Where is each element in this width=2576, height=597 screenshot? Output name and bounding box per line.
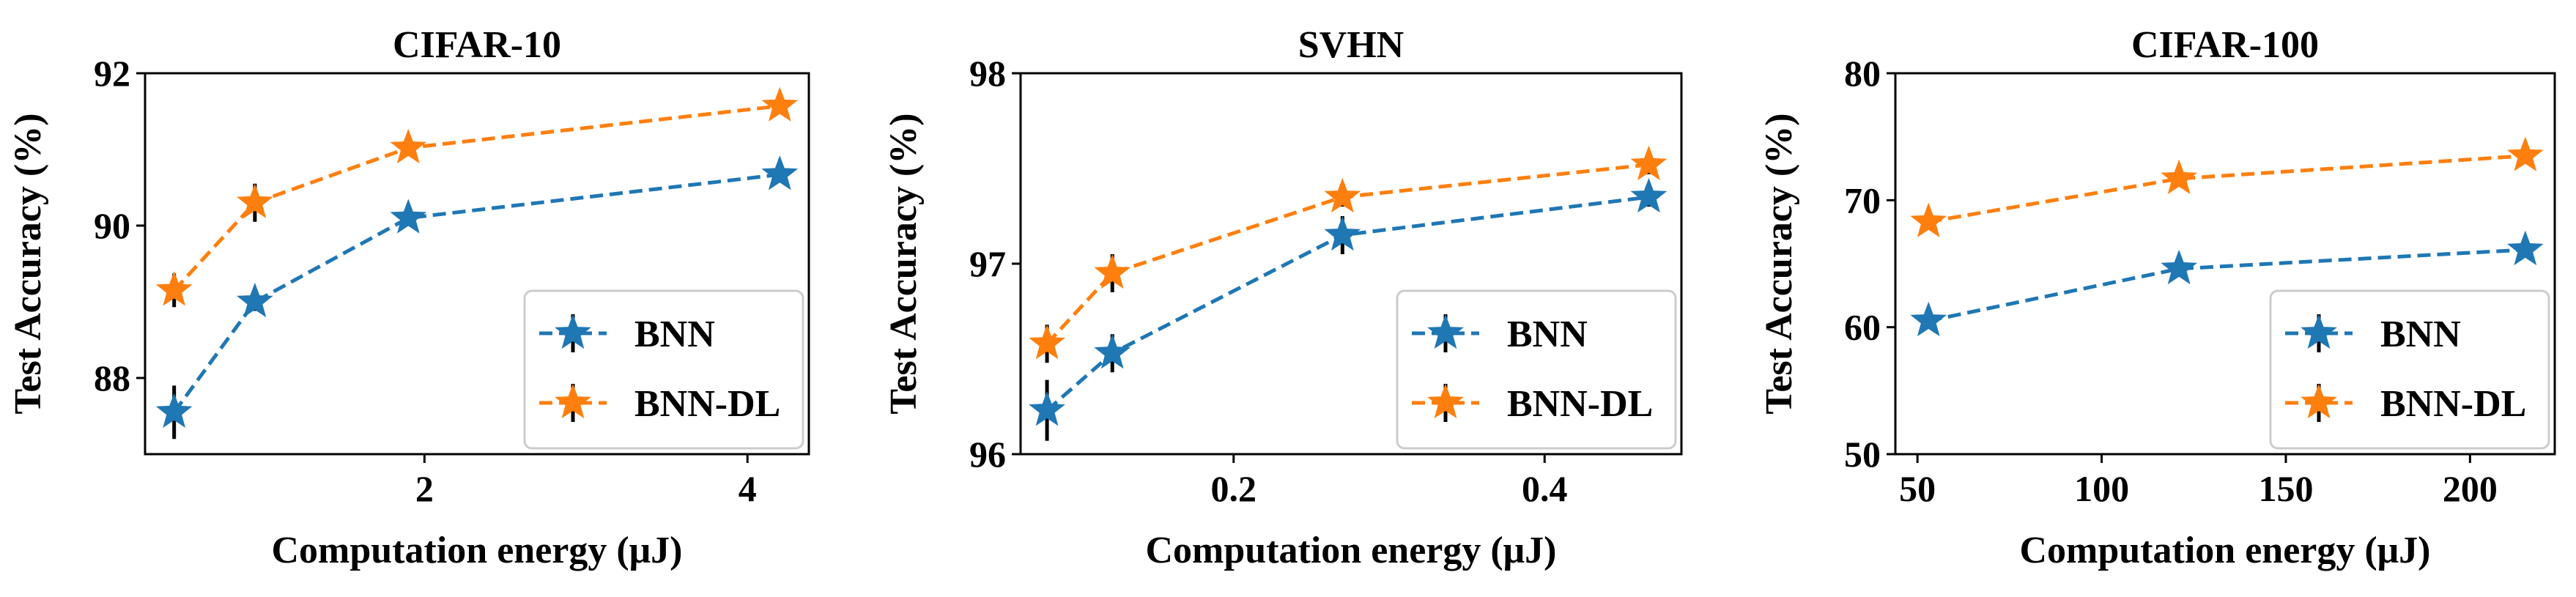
x-axis-label: Computation energy (μJ)	[272, 530, 683, 571]
x-tick-label: 200	[2443, 468, 2498, 509]
y-axis-label: Test Accuracy (%)	[7, 113, 49, 414]
legend-marker	[1427, 383, 1464, 419]
data-point	[2506, 136, 2544, 171]
legend: BNN BNN-DL	[2269, 289, 2550, 450]
legend-marker	[555, 383, 591, 419]
data-point	[2161, 159, 2198, 195]
legend-marker	[2301, 383, 2337, 419]
data-point	[155, 271, 193, 306]
x-tick-label: 50	[1899, 468, 1936, 509]
x-tick-label: 0.4	[1522, 468, 1568, 509]
x-tick-label: 4	[739, 468, 757, 509]
data-point	[1029, 325, 1065, 360]
y-tick-label: 92	[94, 53, 130, 94]
legend-label: BNN	[1507, 314, 1588, 355]
data-point	[390, 128, 427, 164]
chart-panel-1: CIFAR-10 88 90 92 2 4 Computation energy (μJ) T…	[7, 24, 810, 571]
data-point	[155, 393, 193, 428]
legend-label: BNN	[634, 314, 715, 355]
y-tick-label: 50	[1844, 434, 1881, 475]
chart-panel-3: CIFAR-100 50 60 70 80 50 100 150 200 Computation …	[1758, 24, 2556, 571]
y-tick-label: 60	[1844, 307, 1881, 348]
data-point	[2161, 249, 2198, 285]
chart-title: SVHN	[1298, 24, 1404, 66]
data-point	[1324, 215, 1361, 251]
y-tick-label: 70	[1844, 179, 1881, 220]
series-line	[1928, 248, 2525, 323]
y-tick-label: 97	[969, 243, 1006, 284]
series-bnn-dl	[1910, 136, 2544, 237]
data-point	[390, 199, 427, 234]
legend-marker	[555, 314, 591, 349]
series-bnn-dl	[155, 86, 799, 308]
series-line	[1928, 154, 2525, 224]
series-bnn	[155, 155, 799, 440]
legend-entry-bnn-dl: BNN-DL	[539, 383, 780, 425]
legend-label: BNN-DL	[2380, 383, 2526, 425]
data-point	[2506, 230, 2544, 266]
series-bnn-dl	[1029, 145, 1668, 363]
data-point	[1910, 202, 1947, 237]
x-tick-label: 150	[2258, 468, 2313, 509]
series-line	[172, 172, 780, 414]
series-bnn	[1910, 230, 2544, 337]
y-tick-label: 96	[969, 434, 1006, 475]
legend-frame	[2269, 289, 2550, 450]
series-line	[172, 104, 780, 292]
y-axis-label: Test Accuracy (%)	[1758, 113, 1800, 414]
data-point	[237, 282, 273, 318]
series-bnn	[1029, 177, 1668, 441]
data-point	[761, 155, 799, 190]
legend-marker	[2301, 314, 2337, 349]
y-tick-label: 98	[969, 53, 1006, 94]
data-point	[1910, 301, 1947, 337]
x-axis-label: Computation energy (μJ)	[1146, 530, 1557, 571]
x-tick-label: 100	[2074, 468, 2129, 509]
legend-frame	[523, 289, 804, 450]
legend: BNN BNN-DL	[1396, 289, 1677, 450]
legend-entry-bnn-dl: BNN-DL	[1412, 383, 1653, 425]
legend-label: BNN-DL	[634, 383, 780, 425]
y-axis-label: Test Accuracy (%)	[883, 113, 925, 414]
legend-frame	[1396, 289, 1677, 450]
y-tick-label: 90	[94, 205, 130, 246]
x-axis-label: Computation energy (μJ)	[2020, 530, 2431, 571]
plot-frame	[1019, 72, 1683, 456]
legend-entry-bnn: BNN	[2285, 314, 2461, 355]
y-tick-label: 88	[94, 357, 130, 398]
data-point	[237, 183, 273, 218]
data-point	[761, 86, 799, 122]
legend-label: BNN-DL	[1507, 383, 1653, 425]
chart-title: CIFAR-10	[393, 24, 561, 66]
data-point	[1630, 177, 1668, 213]
plot-frame	[144, 72, 810, 456]
x-tick-label: 2	[415, 468, 434, 509]
series-line	[1045, 163, 1649, 345]
chart-panel-2: SVHN 96 97 98 0.2 0.4 Computation energy (μJ) T…	[883, 24, 1683, 571]
legend-entry-bnn-dl: BNN-DL	[2285, 383, 2526, 425]
data-point	[1094, 334, 1131, 369]
chart-title: CIFAR-100	[2131, 24, 2319, 66]
y-tick-label: 80	[1844, 53, 1881, 94]
legend-marker	[1427, 314, 1464, 349]
x-tick-label: 0.2	[1211, 468, 1257, 509]
legend-entry-bnn: BNN	[1412, 314, 1588, 355]
legend-entry-bnn: BNN	[539, 314, 715, 355]
plot-frame	[1894, 72, 2556, 456]
legend: BNN BNN-DL	[523, 289, 804, 450]
data-point	[1094, 253, 1131, 289]
series-line	[1045, 195, 1649, 412]
legend-label: BNN	[2380, 314, 2461, 355]
data-point	[1324, 177, 1361, 213]
data-point	[1029, 391, 1065, 426]
data-point	[1630, 145, 1668, 180]
